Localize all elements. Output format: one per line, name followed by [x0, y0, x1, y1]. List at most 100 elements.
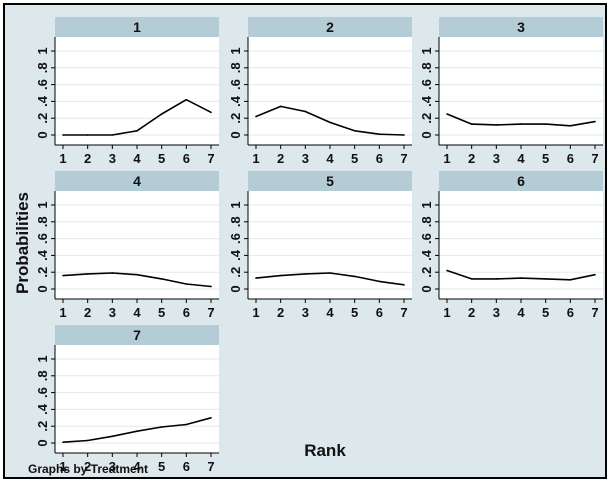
- y-tick-label: 1: [419, 201, 434, 208]
- y-tick-label: .8: [228, 62, 243, 73]
- data-point: [594, 273, 596, 276]
- x-tick-label: 1: [252, 151, 259, 166]
- y-tick-label: 1: [35, 201, 50, 208]
- x-tick-label: 3: [493, 305, 500, 320]
- x-tick-label: 2: [84, 151, 91, 166]
- y-tick-label: .2: [419, 267, 434, 278]
- data-point: [279, 105, 282, 108]
- y-tick-label: .8: [35, 370, 50, 381]
- panel-treatment-1: 1 0 .2 .4 .6 .8 1 1 2 3 4 5 6 7: [35, 17, 219, 166]
- plot-area: [248, 191, 412, 299]
- y-tick-label: .2: [35, 267, 50, 278]
- x-tick-label: 5: [351, 151, 358, 166]
- panel-treatment-4: 4 0 .2 .4 .6 .8 1 1 2 3 4 5 6 7: [35, 171, 219, 320]
- y-tick-label: .4: [419, 95, 434, 107]
- data-point: [569, 278, 572, 281]
- data-point: [495, 278, 498, 280]
- x-tick-label: 3: [109, 151, 116, 166]
- y-tick-label: 0: [228, 131, 243, 138]
- x-tick-label: 5: [351, 305, 358, 320]
- panel-title: 6: [517, 173, 525, 189]
- x-tick-label: 5: [158, 151, 165, 166]
- data-point: [160, 113, 163, 115]
- x-tick-label: 7: [400, 151, 407, 166]
- data-point: [304, 273, 307, 275]
- data-point: [470, 123, 473, 125]
- data-point: [160, 426, 163, 428]
- x-tick-label: 6: [567, 151, 574, 166]
- y-tick-label: 0: [228, 285, 243, 292]
- y-tick-label: .6: [35, 387, 50, 398]
- panel-title: 1: [133, 19, 141, 35]
- y-axis-title: Probabilities: [13, 192, 32, 294]
- y-tick-label: 1: [35, 47, 50, 54]
- y-tick-label: .6: [35, 79, 50, 90]
- x-tick-label: 6: [567, 305, 574, 320]
- x-tick-label: 6: [376, 151, 383, 166]
- x-tick-label: 6: [183, 305, 190, 320]
- data-point: [111, 134, 114, 136]
- y-tick-label: 0: [35, 131, 50, 138]
- data-point: [185, 283, 188, 285]
- x-tick-label: 2: [277, 151, 284, 166]
- panels-layer: 1 0 .2 .4 .6 .8 1 1 2 3 4 5 6 7 2 0 .2 .4 .6 .8 1 1 2 3 4 5 6 7 3 0 .2…: [35, 17, 603, 474]
- panel-title: 5: [326, 173, 334, 189]
- plot-area: [55, 37, 219, 145]
- plot-area: [55, 345, 219, 453]
- x-tick-label: 6: [376, 305, 383, 320]
- data-point: [210, 417, 212, 419]
- data-point: [62, 134, 64, 136]
- data-point: [279, 274, 282, 277]
- x-tick-label: 3: [109, 459, 116, 474]
- data-point: [520, 277, 522, 279]
- y-tick-label: .6: [419, 233, 434, 244]
- panel-strip: [248, 171, 412, 191]
- x-tick-label: 3: [109, 305, 116, 320]
- y-tick-label: .8: [419, 62, 434, 73]
- x-tick-label: 7: [591, 151, 598, 166]
- data-point: [378, 280, 381, 283]
- plot-area: [439, 37, 603, 145]
- panel-treatment-5: 5 0 .2 .4 .6 .8 1 1 2 3 4 5 6 7: [228, 171, 412, 320]
- data-point: [353, 275, 356, 278]
- x-tick-label: 2: [277, 305, 284, 320]
- y-tick-label: .2: [35, 421, 50, 432]
- data-point: [353, 130, 356, 132]
- y-tick-label: .6: [228, 79, 243, 90]
- y-tick-label: 0: [35, 285, 50, 292]
- y-tick-label: .8: [35, 62, 50, 73]
- x-tick-label: 2: [468, 305, 475, 320]
- x-axis-title: Rank: [304, 441, 346, 460]
- panel-title: 7: [133, 327, 141, 343]
- y-tick-label: .4: [35, 249, 50, 261]
- data-point: [86, 134, 89, 136]
- data-point: [160, 278, 163, 280]
- data-point: [446, 113, 448, 115]
- x-tick-label: 1: [59, 151, 66, 166]
- x-tick-label: 4: [326, 151, 334, 166]
- y-tick-label: 1: [228, 47, 243, 54]
- chart-frame: 1 0 .2 .4 .6 .8 1 1 2 3 4 5 6 7 2 0 .2 .4 .6 .8 1 1 2 3 4 5 6 7 3 0 .2…: [3, 3, 607, 479]
- data-point: [255, 115, 257, 118]
- x-tick-label: 6: [183, 151, 190, 166]
- data-point: [136, 430, 138, 433]
- y-tick-label: .2: [35, 113, 50, 124]
- x-tick-label: 6: [183, 459, 190, 474]
- data-point: [304, 110, 307, 113]
- data-point: [255, 277, 257, 279]
- x-tick-label: 1: [59, 305, 66, 320]
- y-tick-label: .2: [419, 113, 434, 124]
- panel-title: 2: [326, 19, 334, 35]
- panel-strip: [439, 17, 603, 37]
- panel-title: 3: [517, 19, 525, 35]
- data-point: [210, 111, 212, 114]
- panel-treatment-7: 7 0 .2 .4 .6 .8 1 1 2 3 4 5 6 7: [35, 325, 219, 474]
- x-tick-label: 7: [591, 305, 598, 320]
- y-tick-label: 1: [419, 47, 434, 54]
- data-point: [446, 269, 448, 272]
- x-tick-label: 2: [468, 151, 475, 166]
- data-point: [136, 273, 138, 276]
- y-tick-label: .8: [419, 216, 434, 227]
- data-point: [403, 134, 405, 136]
- data-point: [544, 278, 547, 280]
